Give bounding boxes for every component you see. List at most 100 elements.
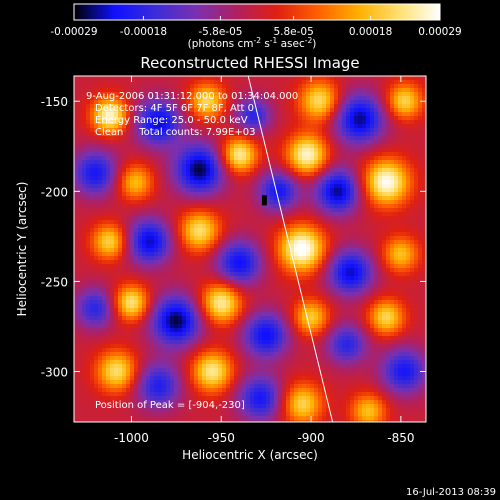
- heatmap-cell: [266, 160, 270, 164]
- heatmap-cell: [218, 228, 222, 232]
- heatmap-cell: [278, 184, 282, 188]
- heatmap-cell: [350, 128, 354, 132]
- heatmap-cell: [370, 224, 374, 228]
- heatmap-cell: [198, 116, 202, 120]
- heatmap-cell: [130, 232, 134, 236]
- heatmap-cell: [202, 204, 206, 208]
- heatmap-cell: [190, 244, 194, 248]
- heatmap-cell: [274, 92, 278, 96]
- heatmap-cell: [106, 140, 110, 144]
- heatmap-cell: [162, 76, 166, 80]
- heatmap-cell: [126, 140, 130, 144]
- heatmap-cell: [414, 120, 418, 124]
- heatmap-cell: [90, 244, 94, 248]
- heatmap-cell: [342, 112, 346, 116]
- heatmap-cell: [194, 200, 198, 204]
- heatmap-cell: [270, 292, 274, 296]
- heatmap-cell: [82, 264, 86, 268]
- heatmap-cell: [210, 212, 214, 216]
- heatmap-cell: [202, 296, 206, 300]
- heatmap-cell: [242, 228, 246, 232]
- heatmap-cell: [366, 296, 370, 300]
- heatmap-cell: [254, 232, 258, 236]
- heatmap-cell: [114, 124, 118, 128]
- heatmap-cell: [410, 232, 414, 236]
- heatmap-cell: [166, 292, 170, 296]
- heatmap-cell: [146, 292, 150, 296]
- heatmap-cell: [310, 264, 314, 268]
- heatmap-cell: [234, 292, 238, 296]
- heatmap-cell: [314, 292, 318, 296]
- heatmap-cell: [382, 128, 386, 132]
- heatmap-cell: [354, 244, 358, 248]
- heatmap-cell: [290, 96, 294, 100]
- heatmap-cell: [226, 292, 230, 296]
- heatmap-cell: [238, 124, 242, 128]
- heatmap-cell: [102, 96, 106, 100]
- heatmap-cell: [330, 156, 334, 160]
- heatmap-cell: [242, 200, 246, 204]
- heatmap-cell: [402, 288, 406, 292]
- heatmap-cell: [390, 208, 394, 212]
- heatmap-cell: [138, 80, 142, 84]
- heatmap-cell: [422, 276, 426, 280]
- heatmap-cell: [250, 152, 254, 156]
- heatmap-cell: [130, 76, 134, 80]
- heatmap-cell: [214, 296, 218, 300]
- heatmap-cell: [282, 252, 286, 256]
- heatmap-cell: [342, 244, 346, 248]
- heatmap-cell: [214, 196, 218, 200]
- heatmap-cell: [266, 84, 270, 88]
- heatmap-cell: [278, 128, 282, 132]
- heatmap-cell: [150, 156, 154, 160]
- heatmap-cell: [238, 212, 242, 216]
- heatmap-cell: [162, 264, 166, 268]
- heatmap-cell: [162, 288, 166, 292]
- heatmap-cell: [294, 148, 298, 152]
- heatmap-cell: [382, 280, 386, 284]
- heatmap-cell: [286, 164, 290, 168]
- heatmap-cell: [346, 272, 350, 276]
- heatmap-cell: [254, 152, 258, 156]
- heatmap-cell: [334, 156, 338, 160]
- heatmap-cell: [102, 176, 106, 180]
- heatmap-cell: [382, 200, 386, 204]
- heatmap-cell: [414, 188, 418, 192]
- heatmap-cell: [186, 140, 190, 144]
- heatmap-cell: [126, 244, 130, 248]
- heatmap-cell: [166, 236, 170, 240]
- heatmap-cell: [282, 136, 286, 140]
- heatmap-cell: [90, 156, 94, 160]
- heatmap-cell: [166, 244, 170, 248]
- heatmap-cell: [102, 200, 106, 204]
- heatmap-cell: [374, 200, 378, 204]
- heatmap-cell: [110, 188, 114, 192]
- heatmap-cell: [86, 164, 90, 168]
- heatmap-cell: [118, 164, 122, 168]
- heatmap-cell: [410, 188, 414, 192]
- heatmap-cell: [238, 156, 242, 160]
- heatmap-cell: [138, 120, 142, 124]
- heatmap-cell: [362, 252, 366, 256]
- heatmap-cell: [94, 96, 98, 100]
- heatmap-cell: [270, 300, 274, 304]
- heatmap-cell: [106, 144, 110, 148]
- heatmap-cell: [422, 156, 426, 160]
- heatmap-cell: [170, 300, 174, 304]
- heatmap-cell: [118, 180, 122, 184]
- heatmap-cell: [310, 172, 314, 176]
- heatmap-cell: [382, 208, 386, 212]
- heatmap-cell: [130, 192, 134, 196]
- heatmap-cell: [178, 88, 182, 92]
- heatmap-cell: [174, 104, 178, 108]
- heatmap-cell: [406, 128, 410, 132]
- heatmap-cell: [214, 292, 218, 296]
- heatmap-cell: [346, 84, 350, 88]
- heatmap-cell: [378, 196, 382, 200]
- heatmap-cell: [378, 220, 382, 224]
- heatmap-cell: [418, 280, 422, 284]
- heatmap-cell: [370, 156, 374, 160]
- heatmap-cell: [150, 292, 154, 296]
- heatmap-cell: [410, 180, 414, 184]
- heatmap-cell: [194, 132, 198, 136]
